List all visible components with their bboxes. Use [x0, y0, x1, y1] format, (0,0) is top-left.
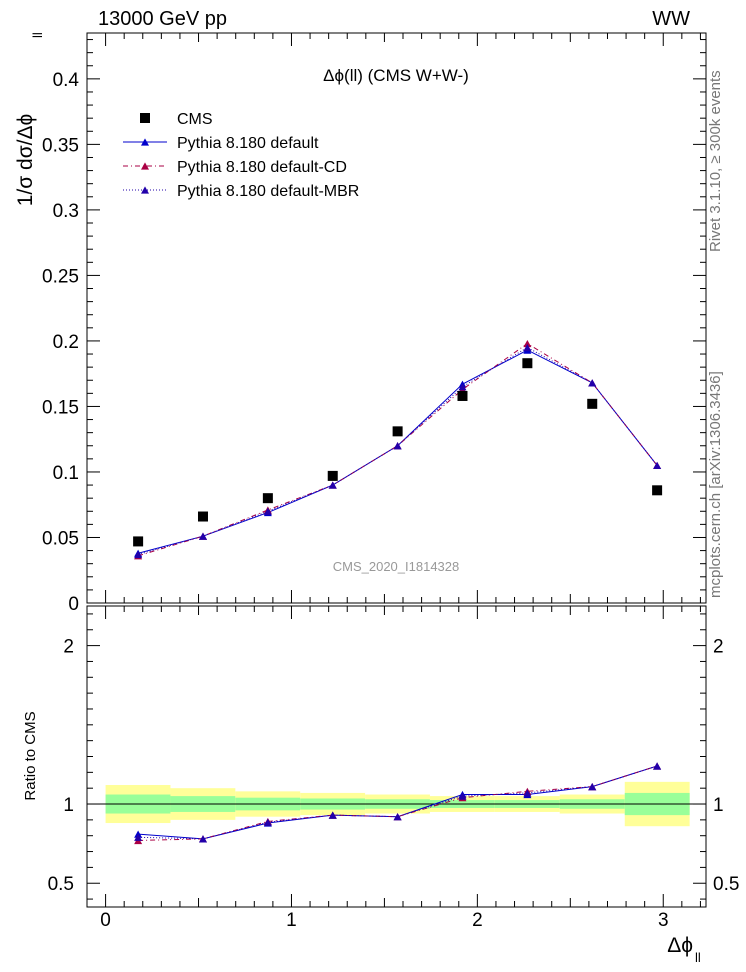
y-tick-label: 0.15: [42, 397, 79, 418]
ratio-series-point: [653, 762, 662, 770]
data-point: [133, 536, 144, 547]
x-tick-label: 3: [658, 910, 669, 931]
data-point: [262, 493, 273, 504]
ratio-series-point: [134, 833, 143, 841]
ratio-tick-label-right: 0.5: [713, 874, 739, 895]
main-series-3: [134, 343, 662, 559]
x-tick-label: 1: [286, 910, 297, 931]
legend-marker: [140, 113, 150, 123]
x-tick-label: 2: [472, 910, 483, 931]
y-tick-label: 0.4: [53, 70, 80, 91]
y-tick-label: 0.25: [42, 266, 79, 287]
y-tick-label: 0.3: [53, 201, 79, 222]
data-point: [457, 390, 468, 401]
legend: CMS Pythia 8.180 default Pythia 8.180 defa…: [123, 111, 359, 200]
data-point: [522, 358, 533, 369]
series-point: [523, 343, 532, 352]
ratio-series-point: [523, 789, 532, 797]
ratio-series-point: [263, 818, 272, 826]
legend-marker: [141, 138, 149, 146]
series-point: [653, 461, 662, 470]
data-point: [587, 398, 598, 409]
y-tick-label: 0.05: [42, 528, 79, 549]
series-point: [198, 532, 207, 540]
series-point: [393, 442, 402, 450]
data-point: [197, 511, 208, 522]
series-point: [588, 379, 597, 387]
data-point: [392, 426, 403, 437]
x-axis-ticks: 0 1 2 3: [100, 33, 701, 931]
ratio-series-point: [393, 813, 402, 821]
y-tick-label: 0.35: [42, 135, 79, 156]
series-point: [134, 550, 143, 559]
ratio-tick-label-right: 1: [713, 795, 724, 816]
series-point: [328, 481, 337, 489]
main-y-axis-title: 1/σ dσ/Δϕ: [14, 114, 37, 207]
plot-title: Δϕ(ll) (CMS W+W-): [323, 66, 469, 85]
data-point: [652, 485, 663, 496]
main-plot-frame: [86, 32, 707, 604]
legend-marker: [141, 162, 149, 170]
main-series-1: [134, 346, 662, 557]
series-point: [263, 507, 272, 515]
ratio-series-3: [134, 762, 662, 843]
legend-label: Pythia 8.180 default: [177, 135, 319, 152]
y-tick-label: 0.2: [53, 332, 79, 353]
legend-marker: [141, 186, 149, 194]
main-y-axis: 0 0.05 0.1 0.15 0.2 0.25 0.3 0.35 0.4: [42, 39, 706, 615]
y-tick-label: 0.1: [53, 463, 79, 484]
series-line: [137, 342, 658, 557]
header-final-state-label: WW: [652, 8, 690, 30]
x-tick-label: 0: [100, 910, 111, 931]
series-line: [137, 346, 658, 555]
series-point: [458, 383, 467, 391]
legend-label: CMS: [177, 111, 213, 128]
ratio-tick-label-left: 2: [63, 637, 74, 658]
ratio-series-line: [138, 765, 658, 840]
ratio-plot-frame: [86, 605, 707, 908]
y-tick-label: 0: [68, 594, 79, 615]
series-point: [523, 339, 532, 348]
main-y-axis-title-subscript: ll: [30, 32, 45, 38]
ratio-y-axis: 0.5 0.5 1 1 2 2: [48, 613, 739, 900]
ratio-series-point: [198, 835, 207, 843]
header-process-label: 13000 GeV pp: [98, 8, 227, 30]
analysis-watermark: CMS_2020_I1814328: [333, 559, 460, 574]
x-axis-title-subscript: ll: [695, 950, 701, 965]
legend-label: Pythia 8.180 default-CD: [177, 159, 347, 176]
ratio-y-axis-title: Ratio to CMS: [22, 711, 39, 800]
main-series-cms: [133, 358, 663, 547]
ratio-series-point: [588, 783, 597, 791]
series-line: [137, 349, 658, 554]
ratio-tick-label-left: 0.5: [48, 874, 74, 895]
data-point: [327, 470, 338, 481]
ratio-tick-label-right: 2: [713, 637, 724, 658]
ratio-tick-label-left: 1: [63, 795, 74, 816]
x-axis-title: Δϕ: [667, 934, 693, 957]
legend-label: Pythia 8.180 default-MBR: [177, 183, 359, 200]
ratio-series-point: [458, 792, 467, 800]
ratio-series-point: [328, 811, 337, 819]
main-series-2: [134, 339, 662, 560]
